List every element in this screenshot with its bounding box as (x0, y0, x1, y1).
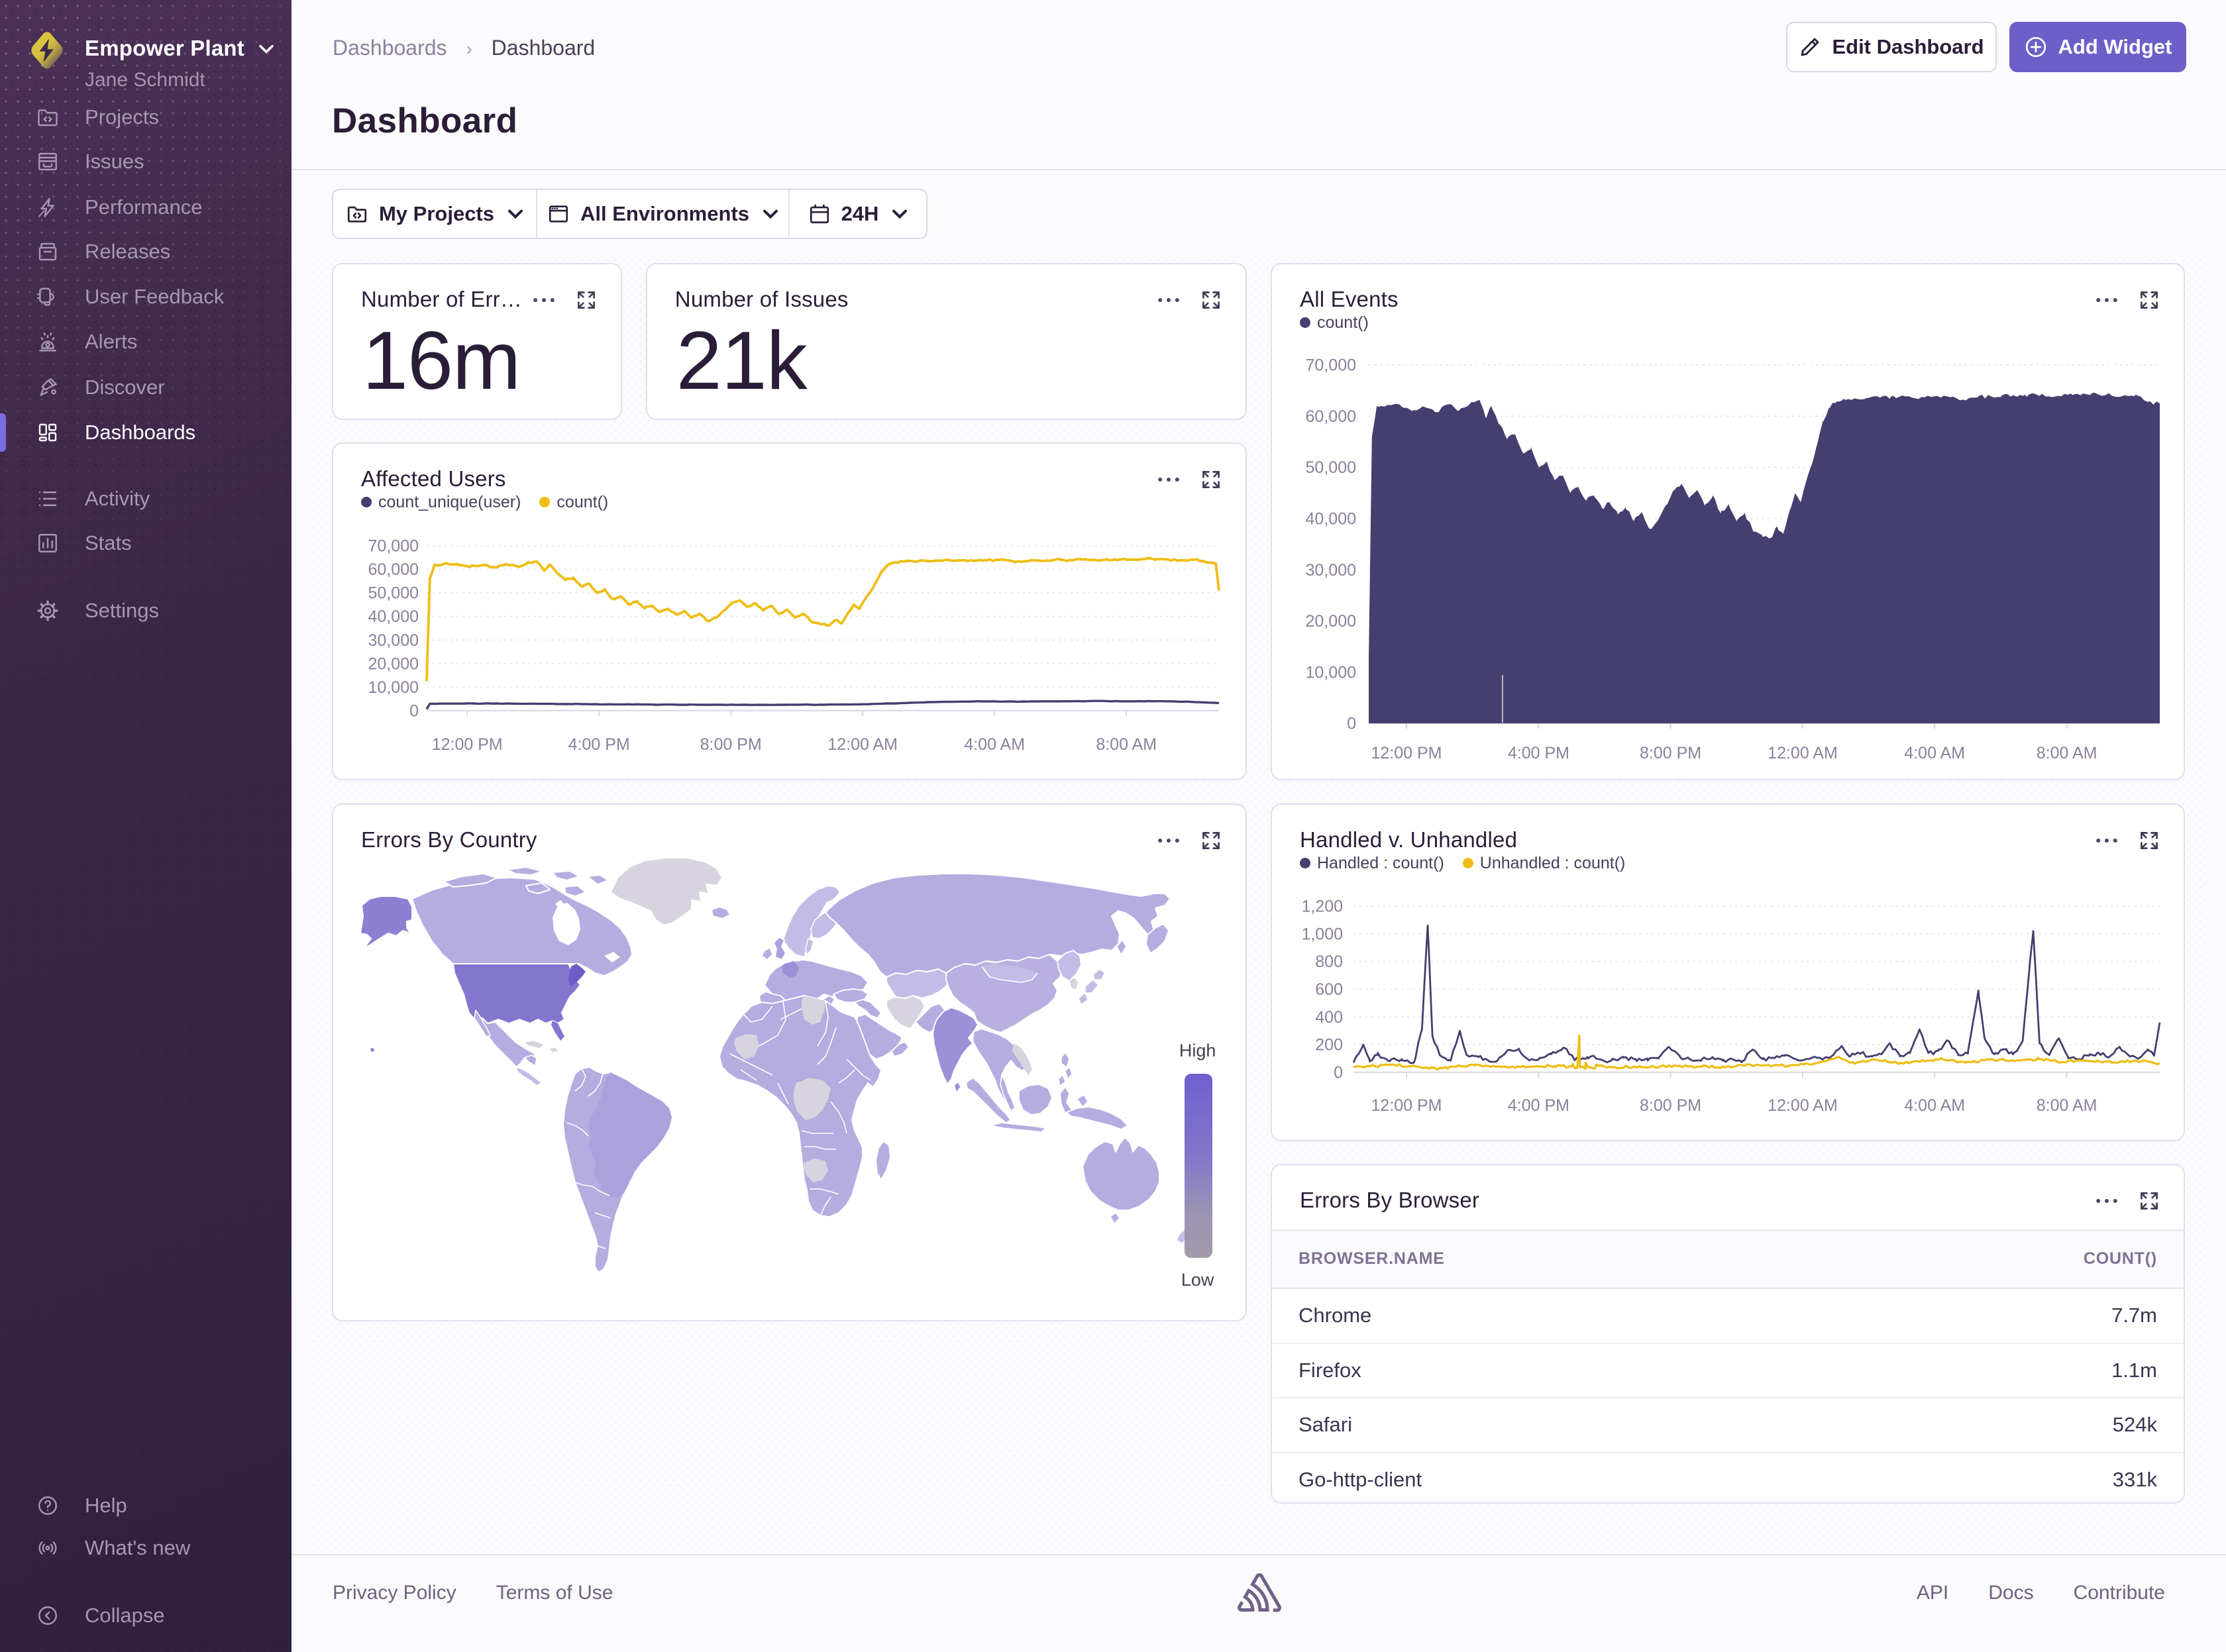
svg-text:12:00 AM: 12:00 AM (1768, 1096, 1838, 1115)
svg-text:12:00 AM: 12:00 AM (1768, 744, 1838, 762)
svg-text:20,000: 20,000 (368, 654, 419, 673)
svg-text:400: 400 (1315, 1008, 1343, 1027)
svg-text:30,000: 30,000 (1306, 561, 1356, 580)
svg-text:12:00 PM: 12:00 PM (1371, 1096, 1442, 1115)
svg-text:8:00 AM: 8:00 AM (2037, 1096, 2097, 1115)
svg-text:4:00 PM: 4:00 PM (1508, 1096, 1569, 1115)
svg-text:10,000: 10,000 (1306, 663, 1356, 682)
svg-text:4:00 AM: 4:00 AM (964, 735, 1025, 754)
svg-text:200: 200 (1315, 1036, 1343, 1055)
svg-text:70,000: 70,000 (1306, 356, 1356, 375)
svg-text:8:00 PM: 8:00 PM (700, 735, 762, 754)
svg-text:8:00 AM: 8:00 AM (1096, 735, 1157, 754)
svg-text:1,000: 1,000 (1301, 925, 1343, 943)
svg-text:1,200: 1,200 (1301, 898, 1343, 916)
svg-text:8:00 PM: 8:00 PM (1640, 744, 1701, 762)
svg-text:600: 600 (1315, 980, 1343, 999)
svg-text:20,000: 20,000 (1306, 612, 1356, 631)
svg-text:4:00 PM: 4:00 PM (1508, 744, 1569, 762)
svg-text:0: 0 (1334, 1063, 1343, 1082)
svg-text:60,000: 60,000 (368, 560, 419, 579)
svg-text:10,000: 10,000 (368, 678, 419, 697)
svg-text:70,000: 70,000 (368, 537, 419, 556)
svg-text:12:00 AM: 12:00 AM (827, 735, 898, 754)
svg-text:800: 800 (1315, 953, 1343, 971)
svg-text:4:00 PM: 4:00 PM (568, 735, 630, 754)
svg-text:40,000: 40,000 (368, 607, 419, 626)
svg-text:50,000: 50,000 (368, 584, 419, 603)
svg-text:8:00 AM: 8:00 AM (2037, 744, 2097, 762)
svg-text:12:00 PM: 12:00 PM (1371, 744, 1442, 762)
svg-text:50,000: 50,000 (1306, 458, 1356, 477)
svg-text:0: 0 (1347, 715, 1356, 733)
svg-text:0: 0 (409, 701, 419, 720)
svg-text:60,000: 60,000 (1306, 407, 1356, 426)
svg-text:4:00 AM: 4:00 AM (1904, 744, 1965, 762)
svg-text:40,000: 40,000 (1306, 509, 1356, 528)
svg-text:8:00 PM: 8:00 PM (1640, 1096, 1701, 1115)
svg-text:12:00 PM: 12:00 PM (432, 735, 503, 754)
svg-text:4:00 AM: 4:00 AM (1904, 1096, 1965, 1115)
svg-text:30,000: 30,000 (368, 631, 419, 650)
